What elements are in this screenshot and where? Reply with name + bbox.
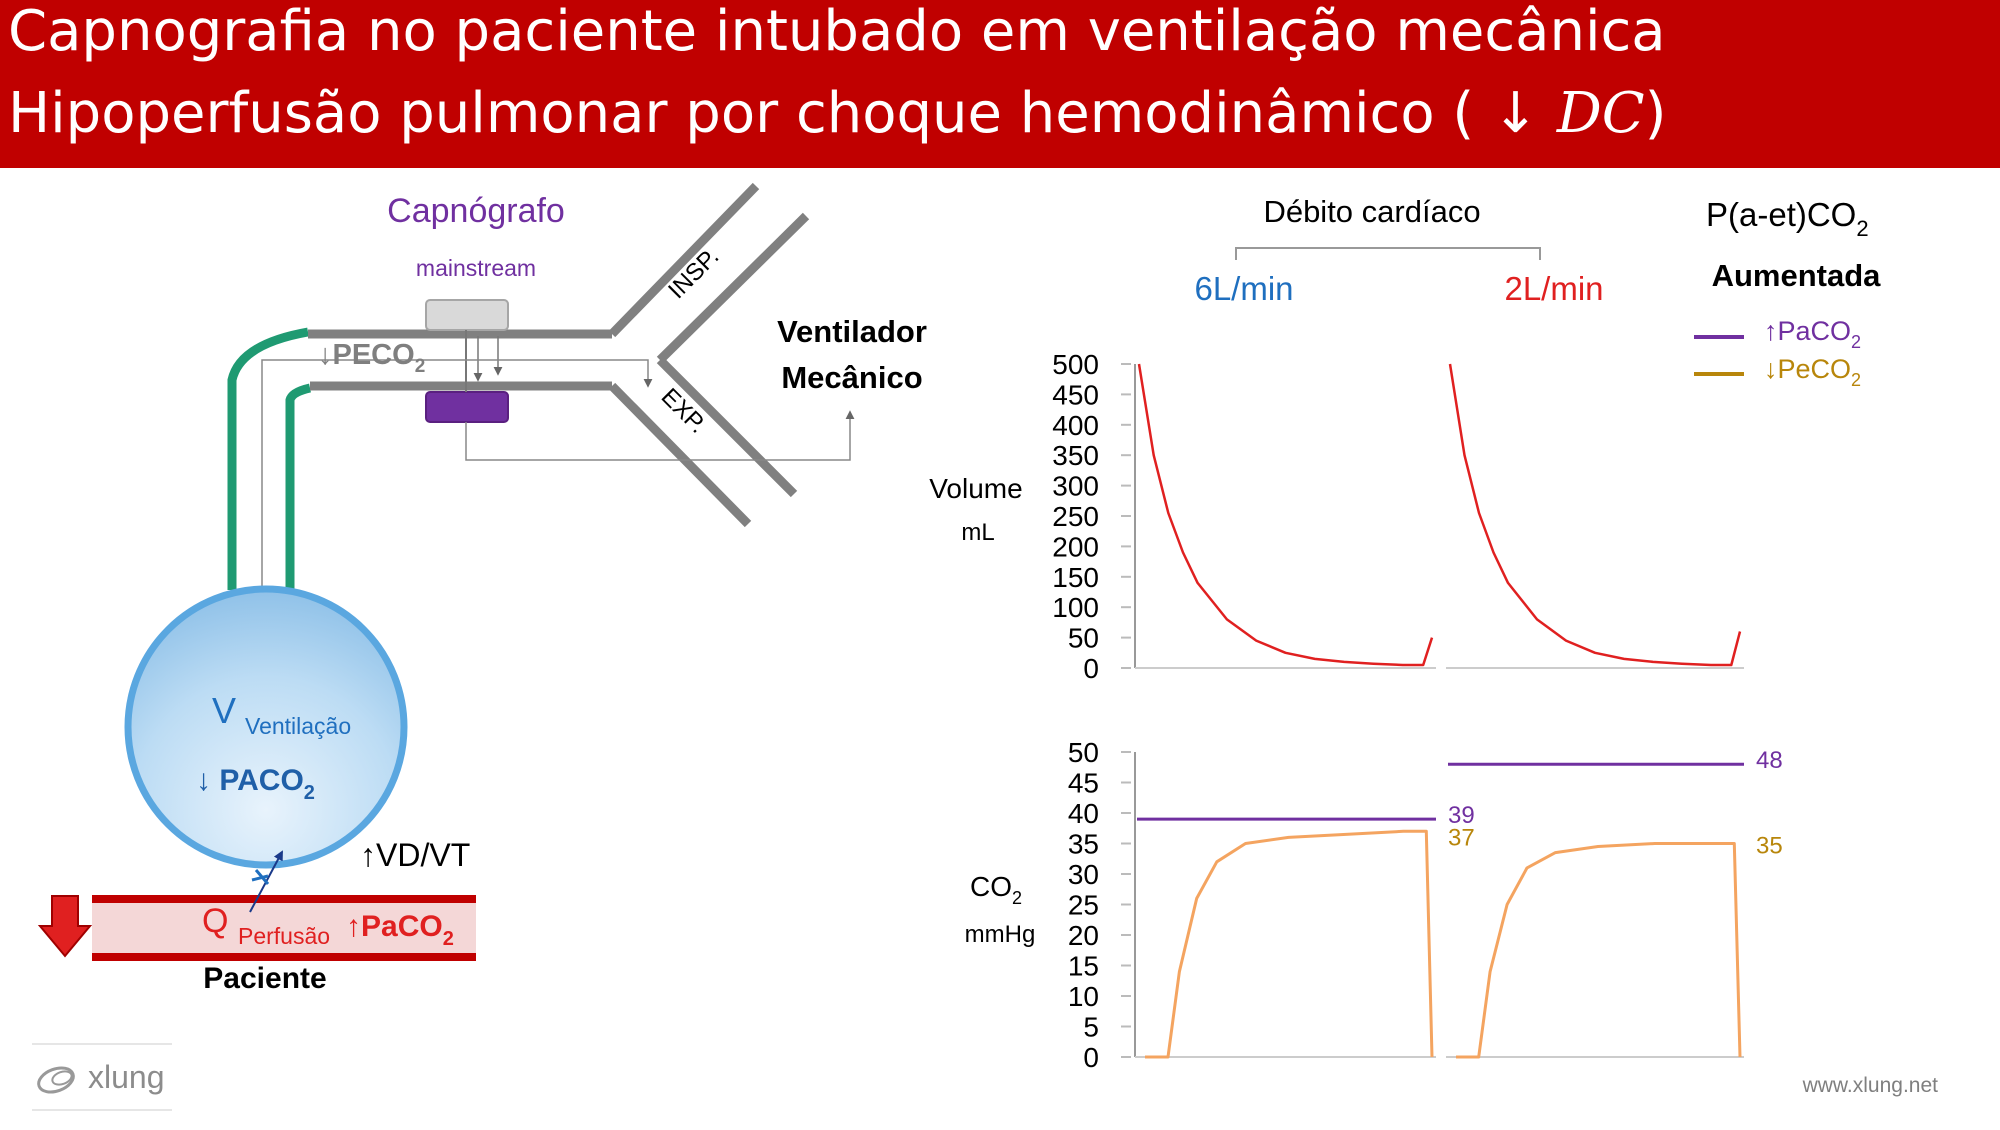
co2-tick-label: 10 (1068, 981, 1099, 1012)
patient-label: Paciente (203, 962, 326, 995)
co2-tick-label: 35 (1068, 829, 1099, 860)
v-symbol: V (212, 690, 236, 731)
volume-tick-label: 300 (1052, 471, 1099, 502)
condition-2l: 2L/min (1504, 270, 1603, 307)
et-tube-inner (285, 383, 312, 590)
volume-ylabel: Volume (929, 473, 1022, 504)
volume-tick-label: 150 (1052, 562, 1099, 593)
q-symbol: Q (202, 902, 228, 940)
exp-label: EXP. (656, 383, 712, 439)
perfusion-label: Perfusão (238, 923, 330, 949)
volume-tick-label: 350 (1052, 440, 1099, 471)
volume-series-line-2 (1448, 363, 1742, 667)
ventilation-label: Ventilação (245, 713, 351, 739)
co2-tick-label: 5 (1083, 1012, 1099, 1043)
cardiac-output-bracket (1235, 247, 1541, 260)
page-title: Capnografia no paciente intubado em vent… (8, 0, 1666, 64)
co2-yunit: mmHg (965, 921, 1036, 948)
co2-ylabel: CO2 (970, 871, 1022, 908)
volume-tick-label: 500 (1052, 349, 1099, 380)
logo-text: xlung (88, 1059, 165, 1095)
co2-tick-label: 40 (1068, 798, 1099, 829)
peco2-value-label-1: 37 (1448, 824, 1475, 851)
pa-et-co2-title: P(a-et)CO2 (1706, 196, 1869, 241)
peco2-value-label-2: 35 (1756, 833, 1783, 860)
down-arrow-icon-red (37, 895, 93, 958)
volume-tick-label: 0 (1083, 653, 1099, 684)
co2-tick-label: 25 (1068, 890, 1099, 921)
dc-symbol: DC (1556, 81, 1645, 146)
volume-series-line-1 (1137, 363, 1434, 667)
peco2-series-line-1 (1145, 829, 1434, 1059)
mainstream-sensor-top (425, 299, 509, 331)
xlung-logo-icon (37, 1066, 75, 1094)
capnograph-title: Capnógrafo (387, 192, 565, 230)
circuit-tubing (308, 182, 810, 528)
volume-tick-label: 200 (1052, 531, 1099, 562)
arterial-paco2-label: ↑PaCO2 (346, 910, 454, 950)
volume-tick-label: 250 (1052, 501, 1099, 532)
blocked-perfusion-icon (251, 869, 270, 885)
title-banner: Capnografia no paciente intubado em vent… (0, 0, 2000, 168)
diagram-area: Capnógrafo mainstream ↓PECO2 INSP. EXP. … (0, 168, 2000, 1125)
co2-tick-label: 30 (1068, 859, 1099, 890)
website-label: www.xlung.net (1802, 1074, 1939, 1097)
legend-peco2: ↓PeCO2 (1764, 354, 1861, 390)
subtitle-text: Hipoperfusão pulmonar por choque hemodin… (8, 81, 1475, 146)
et-tube-outer (227, 327, 309, 590)
flow-line (261, 359, 653, 700)
down-arrow-icon: ↓ (1492, 81, 1539, 146)
co2-tick-label: 45 (1068, 768, 1099, 799)
alveolus (124, 585, 408, 869)
paco2-alveolar-label: ↓ PACO2 (196, 764, 315, 804)
pa-et-co2-status: Aumentada (1712, 258, 1882, 293)
diagram-svg: Capnógrafo mainstream ↓PECO2 INSP. EXP. … (32, 182, 1939, 1111)
co2-tick-label: 15 (1068, 951, 1099, 982)
volume-tick-label: 100 (1052, 592, 1099, 623)
ventilator-label-1: Ventilador (777, 314, 927, 349)
volume-tick-label: 450 (1052, 379, 1099, 410)
co2-tick-label: 20 (1068, 920, 1099, 951)
mainstream-sensor-bottom (425, 391, 509, 423)
vd-vt-label: ↑VD/VT (360, 837, 470, 873)
capillary-lumen (92, 902, 476, 954)
volume-tick-label: 400 (1052, 410, 1099, 441)
paco2-value-label-1: 39 (1448, 802, 1475, 829)
co2-tick-label: 50 (1068, 737, 1099, 768)
signal-line (465, 410, 855, 461)
peco2-series-line-2 (1456, 842, 1742, 1059)
mainstream-label: mainstream (416, 255, 536, 281)
co2-tick-label: 0 (1083, 1042, 1099, 1073)
cardiac-output-title: Débito cardíaco (1263, 194, 1480, 229)
volume-yunit: mL (961, 519, 994, 546)
page-subtitle: Hipoperfusão pulmonar por choque hemodin… (8, 84, 1666, 144)
legend-paco2: ↑PaCO2 (1764, 316, 1861, 352)
condition-6l: 6L/min (1194, 270, 1293, 307)
paco2-value-label-2: 48 (1756, 747, 1783, 774)
peco2-label: ↓PECO2 (318, 339, 425, 377)
subtitle-paren: ) (1644, 81, 1667, 146)
volume-tick-label: 50 (1068, 623, 1099, 654)
ventilator-label-2: Mecânico (781, 360, 922, 395)
